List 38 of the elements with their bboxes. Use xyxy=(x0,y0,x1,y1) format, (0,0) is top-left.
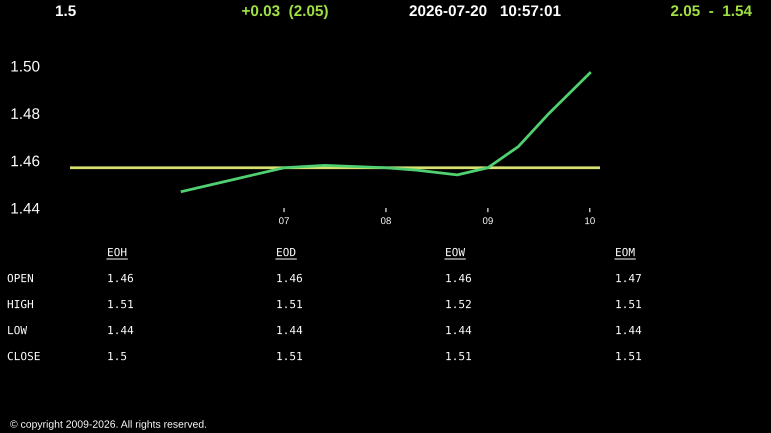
text: 1.44 xyxy=(108,326,134,334)
text: 1.47 xyxy=(616,274,641,282)
text: OPEN xyxy=(8,274,34,282)
text: 1.51 xyxy=(616,300,642,308)
text: 1.5 xyxy=(108,352,126,360)
y-tick-label: 1.46 xyxy=(11,156,40,166)
text: 1.51 xyxy=(277,300,302,308)
y-tick-label: 1.44 xyxy=(11,203,40,214)
x-tick-label: 09 xyxy=(482,217,493,224)
text: 1.44 xyxy=(277,326,302,334)
text: CLOSE xyxy=(8,352,40,360)
x-tick-label: 10 xyxy=(585,217,595,224)
text: 2026-07-20 10:57:01 xyxy=(410,5,561,16)
text: 1.51 xyxy=(277,352,302,360)
text: 1.51 xyxy=(446,352,472,360)
text: 2.05 - 1.54 xyxy=(671,5,752,16)
y-tick-label: 1.48 xyxy=(11,108,40,120)
text: HIGH xyxy=(8,300,34,308)
y-tick-label: 1.50 xyxy=(11,60,40,72)
text: 1.46 xyxy=(108,274,134,282)
text: EOW xyxy=(446,248,466,256)
text: LOW xyxy=(8,326,28,334)
chart-subtitle: +0.03 (2.05) xyxy=(242,4,328,20)
text: 1.44 xyxy=(446,326,472,334)
chart-title: 1.5 xyxy=(56,5,76,16)
x-tick-label: 08 xyxy=(380,217,391,224)
text: EOD xyxy=(277,248,296,256)
text: 1.46 xyxy=(446,274,472,282)
text: 1.46 xyxy=(277,274,302,282)
line-series xyxy=(180,72,592,193)
x-tick-label: 07 xyxy=(279,217,289,224)
text: EOM xyxy=(616,248,635,256)
text: 1.52 xyxy=(446,300,471,308)
text: 1.51 xyxy=(108,300,134,308)
text: EOH xyxy=(108,248,126,256)
text: © copyright 2009-2026. All rights reserved. xyxy=(10,420,206,430)
text: 1.44 xyxy=(616,326,642,334)
text: 1.51 xyxy=(616,352,642,360)
